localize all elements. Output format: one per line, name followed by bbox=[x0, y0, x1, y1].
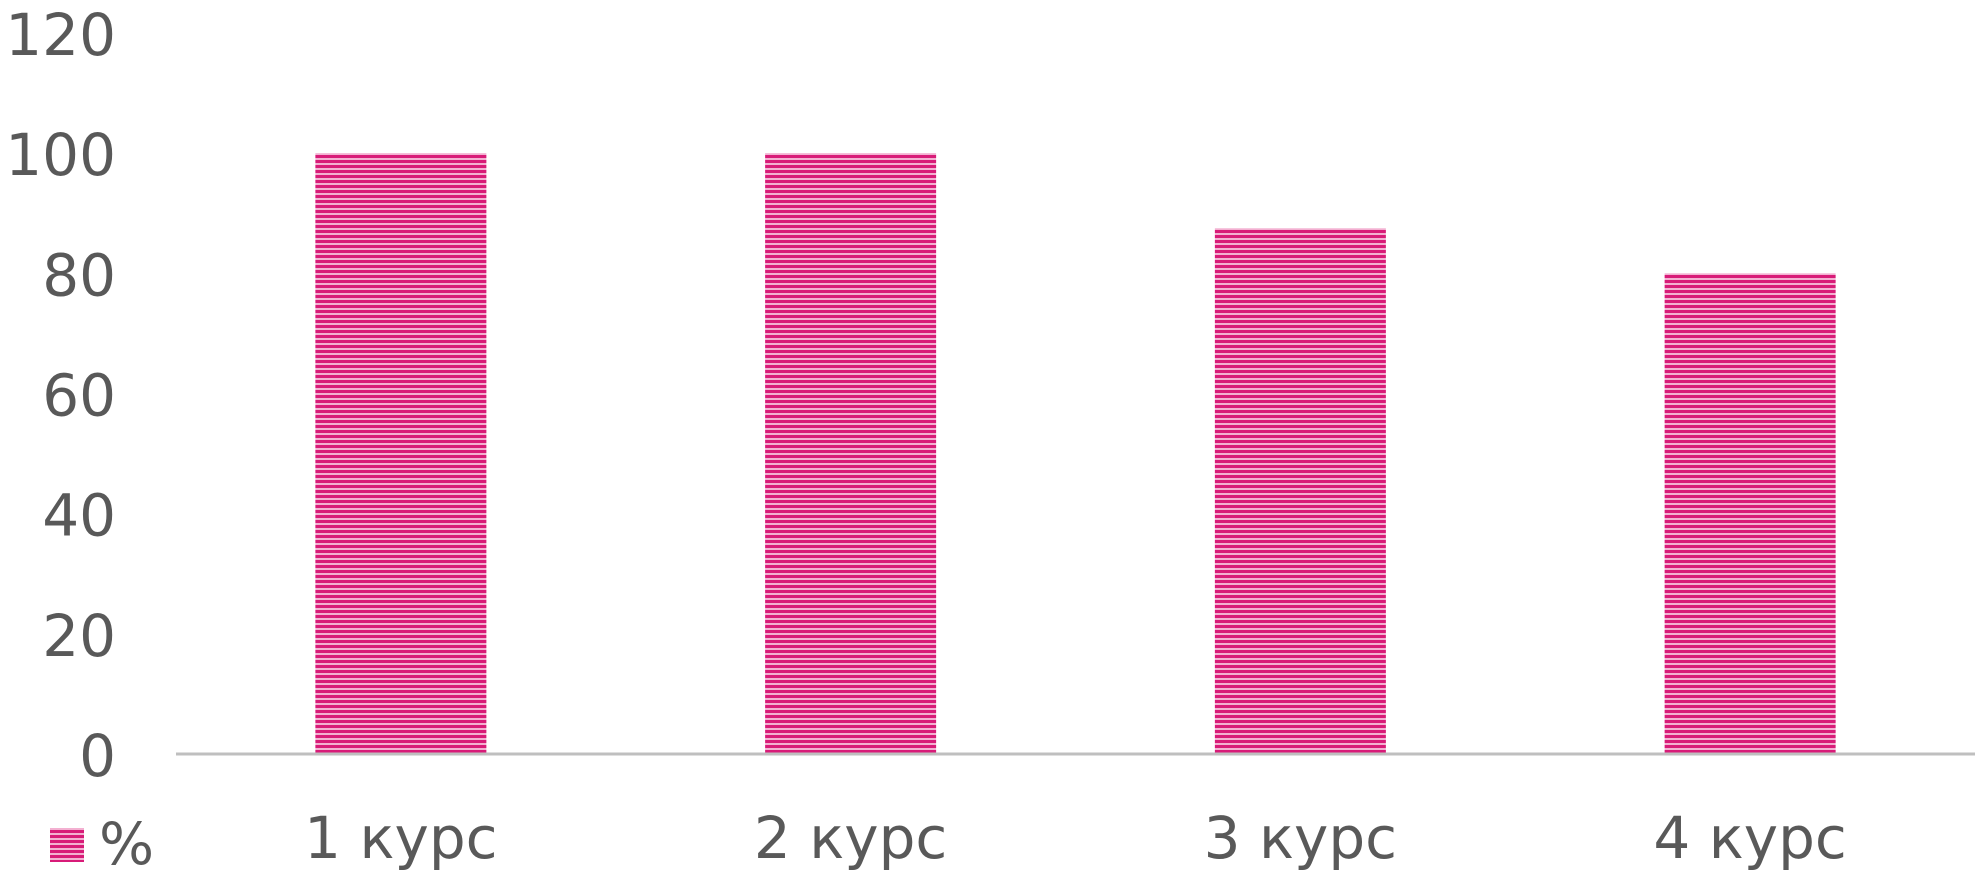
y-tick-label: 40 bbox=[42, 482, 116, 550]
x-category-label: 1 курс bbox=[304, 804, 497, 872]
y-tick-label: 0 bbox=[79, 722, 116, 790]
y-tick-label: 80 bbox=[42, 241, 116, 309]
x-axis-category-labels: 1 курс 2 курс 3 курс 4 курс bbox=[304, 804, 1847, 872]
bar-2 bbox=[765, 153, 937, 754]
x-category-label: 4 курс bbox=[1653, 804, 1846, 872]
y-axis-tick-labels: 0 20 40 60 80 100 120 bbox=[5, 1, 116, 790]
y-tick-label: 100 bbox=[5, 121, 116, 189]
bar-4 bbox=[1664, 273, 1836, 754]
bar-3 bbox=[1214, 228, 1386, 755]
legend: % bbox=[50, 810, 154, 873]
x-category-label: 2 курс bbox=[754, 804, 947, 872]
y-tick-label: 60 bbox=[42, 362, 116, 430]
bars-group bbox=[315, 153, 1836, 755]
legend-swatch bbox=[50, 828, 84, 862]
bar-1 bbox=[315, 153, 487, 754]
x-category-label: 3 курс bbox=[1204, 804, 1397, 872]
y-tick-label: 20 bbox=[42, 602, 116, 670]
legend-label-series-1: % bbox=[99, 810, 154, 873]
y-tick-label: 120 bbox=[5, 1, 116, 69]
